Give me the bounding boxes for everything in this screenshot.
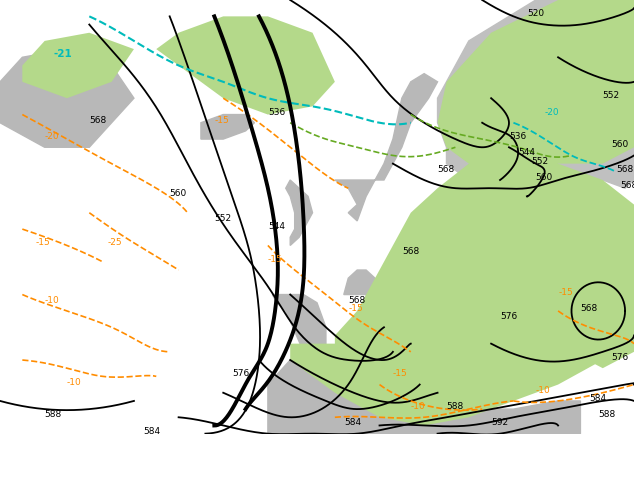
Polygon shape xyxy=(335,74,437,221)
Text: 576: 576 xyxy=(500,312,517,321)
Text: -15: -15 xyxy=(268,255,283,264)
Text: -15: -15 xyxy=(214,116,229,125)
Text: -15: -15 xyxy=(36,239,51,247)
Text: 568: 568 xyxy=(348,296,366,305)
Text: 544: 544 xyxy=(518,148,535,157)
Text: 560: 560 xyxy=(536,173,553,182)
Polygon shape xyxy=(437,0,634,164)
Text: 552: 552 xyxy=(531,157,548,166)
Text: 584: 584 xyxy=(143,427,160,436)
Polygon shape xyxy=(335,139,634,409)
Text: -15: -15 xyxy=(393,369,408,378)
Polygon shape xyxy=(344,270,384,352)
Text: 568: 568 xyxy=(89,116,107,125)
Text: ©weatheronline.co.uk: ©weatheronline.co.uk xyxy=(482,479,607,490)
Text: 536: 536 xyxy=(509,132,526,141)
Polygon shape xyxy=(156,16,335,115)
Text: 560: 560 xyxy=(170,189,187,198)
Polygon shape xyxy=(290,343,536,425)
Polygon shape xyxy=(567,254,634,368)
Text: Fr 24-05-2024 18:00 UTC (12+06): Fr 24-05-2024 18:00 UTC (12+06) xyxy=(393,447,614,460)
Text: 576: 576 xyxy=(612,353,629,362)
Text: 520: 520 xyxy=(527,9,545,18)
Text: 576: 576 xyxy=(232,369,249,378)
Polygon shape xyxy=(286,180,313,245)
Text: -10: -10 xyxy=(411,402,425,411)
Text: -25: -25 xyxy=(107,239,122,247)
Text: 584: 584 xyxy=(590,394,607,403)
Text: -10: -10 xyxy=(536,386,550,395)
Polygon shape xyxy=(437,0,634,196)
Text: 584: 584 xyxy=(344,418,361,427)
Text: 588: 588 xyxy=(598,410,616,419)
Polygon shape xyxy=(201,115,254,139)
Text: 568: 568 xyxy=(616,165,633,174)
Text: -15: -15 xyxy=(348,304,363,313)
Text: 588: 588 xyxy=(446,402,463,411)
Text: 568: 568 xyxy=(437,165,455,174)
Text: 568: 568 xyxy=(580,304,598,313)
Polygon shape xyxy=(22,33,134,98)
Text: Height/Temp. 500 hPa [gdmp][°C] ECMWF: Height/Temp. 500 hPa [gdmp][°C] ECMWF xyxy=(6,447,270,460)
Text: 588: 588 xyxy=(44,410,62,419)
Text: -21: -21 xyxy=(54,49,72,59)
Text: 552: 552 xyxy=(603,91,620,100)
Text: 560: 560 xyxy=(612,140,629,149)
Text: -10: -10 xyxy=(44,296,60,305)
Text: 544: 544 xyxy=(268,222,285,231)
Text: -20: -20 xyxy=(44,132,59,141)
Polygon shape xyxy=(0,49,134,147)
Text: 536: 536 xyxy=(268,107,285,117)
Text: 568: 568 xyxy=(621,181,634,190)
Text: -20: -20 xyxy=(545,107,559,117)
Text: 568: 568 xyxy=(402,246,419,256)
Polygon shape xyxy=(268,360,580,434)
Polygon shape xyxy=(380,278,473,352)
Text: 592: 592 xyxy=(491,418,508,427)
Polygon shape xyxy=(273,294,326,360)
Text: 552: 552 xyxy=(214,214,231,223)
Text: -15: -15 xyxy=(558,288,573,296)
Text: -10: -10 xyxy=(67,378,82,387)
